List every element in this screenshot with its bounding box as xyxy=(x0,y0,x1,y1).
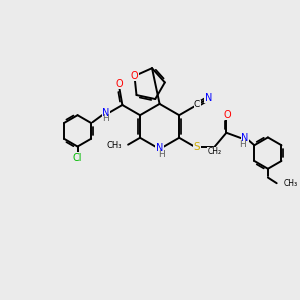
Text: O: O xyxy=(131,71,138,81)
Text: H: H xyxy=(239,140,246,148)
Text: N: N xyxy=(102,108,110,118)
Text: S: S xyxy=(194,142,200,152)
Text: H: H xyxy=(158,150,164,159)
Text: CH₃: CH₃ xyxy=(284,179,298,188)
Text: O: O xyxy=(224,110,231,120)
Text: N: N xyxy=(241,134,248,143)
Text: O: O xyxy=(116,79,123,89)
Text: H: H xyxy=(103,114,109,123)
Text: N: N xyxy=(205,93,212,103)
Text: Cl: Cl xyxy=(73,153,82,163)
Text: N: N xyxy=(156,143,163,153)
Text: CH₂: CH₂ xyxy=(207,147,221,156)
Text: C: C xyxy=(194,100,200,109)
Text: CH₃: CH₃ xyxy=(107,141,122,150)
